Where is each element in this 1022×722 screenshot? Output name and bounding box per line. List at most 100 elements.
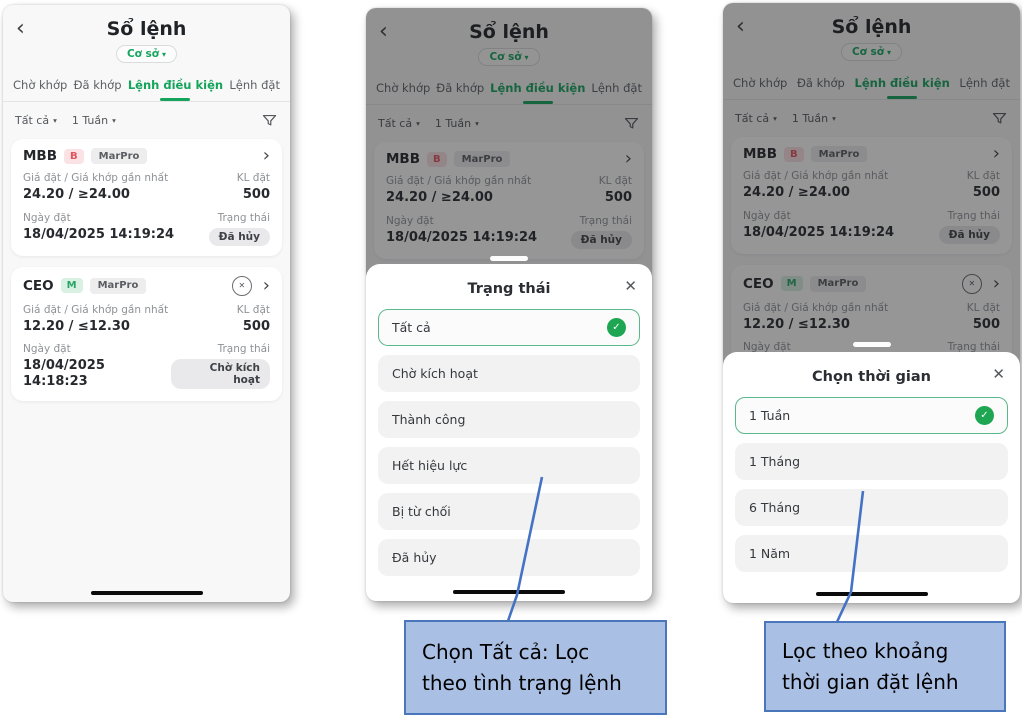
order-card-mbb[interactable]: MBB B MarPro › Giá đặt / Giá khớp gần nh…	[374, 142, 644, 259]
option-label: 1 Tháng	[749, 454, 801, 469]
option-label: 1 Tuần	[749, 408, 791, 423]
phone-panel-order-book: ‹ Sổ lệnh Cơ sở ▾ Chờ khớp Đã khớp Lệnh đ…	[3, 5, 290, 602]
tab-bar: Chờ khớp Đã khớp Lệnh điều kiện Lệnh đặt	[723, 70, 1020, 100]
filter-icon[interactable]	[991, 110, 1008, 127]
market-selector-label: Cơ sở	[851, 46, 885, 58]
date-value: 18/04/2025 14:19:24	[386, 229, 538, 245]
cancel-order-icon[interactable]: ✕	[961, 273, 982, 294]
period-filter-dropdown[interactable]: 1 Tuần ▾	[71, 114, 116, 127]
option-label: Hết hiệu lực	[392, 458, 468, 473]
time-option-6-thang[interactable]: 6 Tháng	[735, 489, 1008, 526]
page-title: Sổ lệnh	[106, 18, 187, 40]
time-option-1-nam[interactable]: 1 Năm	[735, 535, 1008, 572]
chevron-down-icon: ▾	[162, 50, 167, 59]
market-selector[interactable]: Cơ sở ▾	[478, 48, 540, 66]
tab-lenh-dieu-kien[interactable]: Lệnh điều kiện	[128, 72, 223, 101]
tab-cho-khop[interactable]: Chờ khớp	[376, 81, 431, 95]
chevron-right-icon[interactable]: ›	[262, 274, 270, 296]
status-badge: Đã hủy	[208, 227, 270, 246]
side-badge: B	[427, 151, 447, 167]
side-badge: M	[60, 278, 83, 294]
price-label: Giá đặt / Giá khớp gần nhất	[743, 170, 889, 183]
filter-row: Tất cả ▾ 1 Tuần ▾	[3, 102, 290, 136]
status-option-het-hieu-luc[interactable]: Hết hiệu lực	[378, 447, 640, 484]
market-selector-label: Cơ sở	[489, 51, 522, 63]
tab-lenh-dieu-kien[interactable]: Lệnh điều kiện	[490, 75, 585, 104]
market-selector[interactable]: Cơ sở ▾	[840, 43, 903, 61]
status-option-bi-tu-choi[interactable]: Bị từ chối	[378, 493, 640, 530]
period-filter-dropdown[interactable]: 1 Tuần ▾	[434, 117, 479, 130]
check-icon: ✓	[607, 318, 626, 337]
close-icon[interactable]: ✕	[624, 277, 637, 295]
order-type-badge: MarPro	[453, 151, 511, 168]
tab-lenh-dat[interactable]: Lệnh đặt	[229, 78, 280, 92]
home-indicator	[815, 591, 928, 596]
order-book-screen: ‹ Sổ lệnh Cơ sở ▾ Chờ khớp Đã khớp Lệnh đ…	[3, 5, 290, 602]
tab-cho-khop[interactable]: Chờ khớp	[13, 78, 68, 92]
order-type-badge: MarPro	[809, 275, 867, 292]
period-filter-dropdown[interactable]: 1 Tuần ▾	[791, 112, 836, 125]
qty-label: KL đặt	[236, 303, 270, 316]
option-label: Tất cả	[392, 320, 431, 335]
option-label: Bị từ chối	[392, 504, 451, 519]
qty-value: 500	[604, 190, 632, 206]
tab-da-khop[interactable]: Đã khớp	[436, 81, 485, 95]
tab-da-khop[interactable]: Đã khớp	[796, 76, 845, 90]
price-value: 12.20 / ≤12.30	[743, 316, 850, 332]
chevron-right-icon[interactable]: ›	[262, 145, 270, 166]
time-option-1-tuan[interactable]: 1 Tuần ✓	[735, 397, 1008, 434]
sheet-drag-handle[interactable]	[490, 256, 528, 261]
tab-cho-khop[interactable]: Chờ khớp	[733, 76, 788, 90]
status-option-da-huy[interactable]: Đã hủy	[378, 539, 640, 576]
filter-icon[interactable]	[623, 115, 640, 132]
sheet-title: Chọn thời gian	[812, 369, 931, 385]
tab-lenh-dieu-kien[interactable]: Lệnh điều kiện	[855, 70, 950, 99]
order-card-ceo[interactable]: CEO M MarPro ✕ › Giá đặt / Giá khớp gần …	[11, 266, 282, 401]
tab-da-khop[interactable]: Đã khớp	[73, 78, 122, 92]
side-badge: M	[780, 276, 803, 292]
date-value: 18/04/2025 14:19:24	[23, 226, 175, 242]
status-filter-dropdown[interactable]: Tất cả ▾	[735, 112, 777, 125]
status-option-thanh-cong[interactable]: Thành công	[378, 401, 640, 438]
price-value: 12.20 / ≤12.30	[23, 318, 130, 334]
check-icon: ✓	[975, 406, 994, 425]
time-filter-sheet: Chọn thời gian ✕ 1 Tuần ✓ 1 Tháng 6 Thán…	[723, 352, 1020, 603]
status-label: Trạng thái	[947, 341, 1000, 354]
status-label: Trạng thái	[947, 209, 1000, 222]
qty-label: KL đặt	[966, 170, 1000, 183]
status-badge: Đã hủy	[938, 225, 1000, 244]
chevron-right-icon[interactable]: ›	[624, 148, 632, 169]
sheet-drag-handle[interactable]	[852, 342, 891, 347]
status-option-cho-kich-hoat[interactable]: Chờ kích hoạt	[378, 355, 640, 392]
cancel-order-icon[interactable]: ✕	[231, 275, 252, 296]
back-icon[interactable]: ‹	[736, 14, 745, 39]
option-label: Chờ kích hoạt	[392, 366, 478, 381]
price-value: 24.20 / ≥24.00	[23, 187, 130, 203]
tab-lenh-dat[interactable]: Lệnh đặt	[591, 81, 642, 95]
home-indicator	[453, 589, 565, 594]
back-icon[interactable]: ‹	[379, 19, 388, 44]
price-label: Giá đặt / Giá khớp gần nhất	[743, 301, 889, 314]
option-label: Đã hủy	[392, 550, 437, 565]
tab-lenh-dat[interactable]: Lệnh đặt	[959, 76, 1010, 90]
order-card-mbb[interactable]: MBB B MarPro › Giá đặt / Giá khớp gần nh…	[11, 139, 282, 256]
market-selector-label: Cơ sở	[126, 48, 160, 60]
market-selector[interactable]: Cơ sở ▾	[115, 45, 178, 63]
date-value: 18/04/2025 14:18:23	[23, 358, 105, 390]
chevron-right-icon[interactable]: ›	[992, 272, 1000, 294]
status-filter-dropdown[interactable]: Tất cả ▾	[15, 114, 57, 127]
page-title: Sổ lệnh	[831, 16, 912, 38]
qty-value: 500	[242, 187, 270, 203]
status-filter-dropdown[interactable]: Tất cả ▾	[378, 117, 420, 130]
filter-icon[interactable]	[261, 112, 278, 129]
status-filter-sheet: Trạng thái ✕ Tất cả ✓ Chờ kích hoạt Thàn…	[366, 264, 652, 601]
back-icon[interactable]: ‹	[16, 16, 25, 41]
time-option-1-thang[interactable]: 1 Tháng	[735, 443, 1008, 480]
order-card-mbb[interactable]: MBB B MarPro › Giá đặt / Giá khớp gần nh…	[731, 137, 1012, 254]
chevron-right-icon[interactable]: ›	[992, 143, 1000, 164]
status-badge: Chờ kích hoạt	[171, 359, 270, 390]
qty-value: 500	[972, 185, 1000, 201]
qty-label: KL đặt	[966, 301, 1000, 314]
close-icon[interactable]: ✕	[992, 365, 1005, 383]
status-option-tat-ca[interactable]: Tất cả ✓	[378, 309, 640, 346]
